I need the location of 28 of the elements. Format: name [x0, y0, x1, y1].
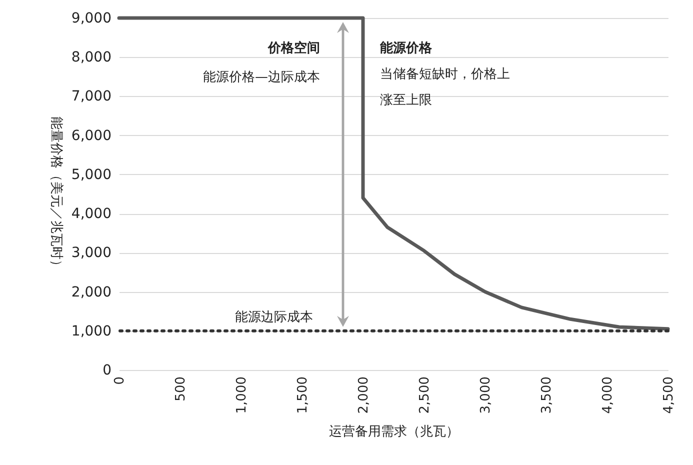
x-tick-label: 500 — [174, 376, 188, 402]
y-tick-label: 5,000 — [71, 166, 112, 183]
y-tick-label: 2,000 — [71, 284, 112, 300]
x-tick-label: 4,500 — [662, 376, 676, 414]
x-tick-label: 0 — [112, 376, 128, 385]
x-tick-label: 2,500 — [418, 376, 432, 414]
y-axis-title: 能量价格（美元／兆瓦时） — [48, 116, 64, 272]
y-tick-label: 7,000 — [71, 88, 112, 105]
ref-line-label: 能源边际成本 — [235, 310, 313, 325]
y-tick-label: 8,000 — [71, 50, 112, 66]
x-tick-label: 2,000 — [356, 376, 372, 414]
y-tick-label: 9,000 — [71, 10, 112, 26]
y-tick-label: 6,000 — [71, 128, 112, 144]
y-tick-label: 4,000 — [71, 206, 112, 222]
x-tick-label: 4,000 — [600, 376, 616, 414]
annotation: 当储备短缺时，价格上涨至上限 — [380, 67, 510, 108]
x-tick-label: 1,500 — [296, 376, 310, 414]
y-tick-label: 1,000 — [71, 323, 112, 340]
x-tick-label: 1,000 — [234, 376, 250, 414]
x-tick-label: 3,000 — [478, 376, 494, 414]
annotation: 价格空间 — [267, 40, 320, 56]
annotation: 能源价格 — [380, 40, 433, 56]
annotation: 能源价格—边际成本 — [203, 70, 320, 85]
y-tick-label: 3,000 — [71, 245, 112, 262]
x-axis-title: 运营备用需求（兆瓦） — [329, 424, 459, 440]
x-tick-label: 3,500 — [540, 376, 554, 414]
y-tick-label: 0 — [102, 362, 112, 378]
line-series — [117, 16, 670, 331]
